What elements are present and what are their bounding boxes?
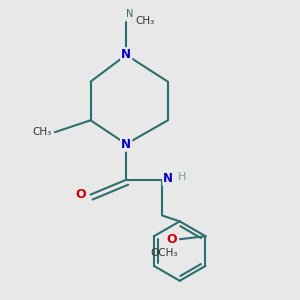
Text: CH₃: CH₃ <box>135 16 154 26</box>
Text: N: N <box>121 48 131 62</box>
Text: N: N <box>164 172 173 185</box>
Text: H: H <box>178 172 187 182</box>
Text: N: N <box>121 138 131 151</box>
Text: O: O <box>167 233 177 246</box>
Text: O: O <box>76 188 86 201</box>
Text: N: N <box>125 9 133 19</box>
Text: OCH₃: OCH₃ <box>150 248 178 258</box>
Text: CH₃: CH₃ <box>33 127 52 137</box>
